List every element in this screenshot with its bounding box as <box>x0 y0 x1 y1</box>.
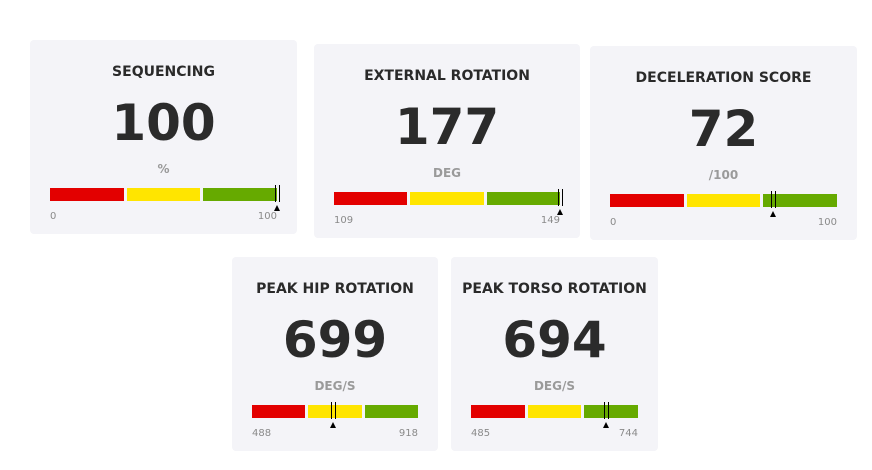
metric-value: 699 <box>282 311 388 369</box>
marker-pointer <box>770 211 777 217</box>
gauge-bar <box>610 191 838 217</box>
metric-unit: DEG/S <box>314 379 356 393</box>
gauge-max: 149 <box>540 215 560 226</box>
metric-unit: DEG/S <box>533 379 576 393</box>
card-title: SEQUENCING <box>112 64 215 80</box>
gauge-segment <box>584 405 639 418</box>
gauge-marker <box>557 189 563 215</box>
metric-card: PEAK TORSO ROTATION 694 DEG/S 485 744 <box>451 257 658 451</box>
gauge-segment <box>471 405 525 418</box>
gauge-min: 485 <box>471 428 491 439</box>
gauge-max: 100 <box>257 211 277 222</box>
metric-value: 177 <box>394 98 500 156</box>
card-title: DECELERATION SCORE <box>635 70 812 86</box>
gauge-max: 100 <box>817 217 837 228</box>
gauge-segment <box>252 405 306 418</box>
metric-card: PEAK HIP ROTATION 699 DEG/S 488 918 <box>232 257 438 451</box>
marker-pointer <box>274 205 280 211</box>
gauge-min: 488 <box>252 428 272 439</box>
marker-pointer <box>557 209 563 215</box>
metric-card: DECELERATION SCORE 72/100 0 100 <box>590 46 857 240</box>
gauge-min: 0 <box>50 211 57 222</box>
gauge-segment <box>50 188 124 201</box>
gauge-segment <box>308 405 362 418</box>
gauge-segment <box>686 194 761 207</box>
marker-pointer <box>330 422 337 428</box>
gauge-segment <box>126 188 201 201</box>
gauge-bar <box>334 189 563 215</box>
metric-unit: /100 <box>708 168 739 182</box>
gauge-segment <box>364 405 418 418</box>
card-title: EXTERNAL ROTATION <box>364 68 530 84</box>
gauge-max: 744 <box>618 428 638 439</box>
card-title: PEAK TORSO ROTATION <box>462 281 647 297</box>
gauge-bar <box>50 185 280 211</box>
gauge-marker <box>602 402 609 428</box>
gauge-min: 109 <box>334 215 354 226</box>
gauge-segment <box>486 192 560 205</box>
gauge-bar <box>252 402 418 428</box>
gauge-bar <box>471 402 639 428</box>
metric-value: 694 <box>502 311 607 369</box>
metric-unit: % <box>157 162 170 176</box>
gauge-max: 918 <box>398 428 418 439</box>
gauge-marker <box>274 185 280 211</box>
metric-unit: DEG <box>432 166 461 180</box>
gauge-marker <box>330 402 337 428</box>
metric-card: EXTERNAL ROTATION 177 DEG 109 149 <box>314 44 580 238</box>
gauge-min: 0 <box>610 217 617 228</box>
gauge-segment <box>334 192 408 205</box>
gauge-segment <box>203 188 278 201</box>
gauge-segment <box>610 194 684 207</box>
card-title: PEAK HIP ROTATION <box>256 281 414 297</box>
gauge-segment <box>527 405 582 418</box>
metric-value: 72 <box>688 100 759 158</box>
metric-value: 100 <box>111 94 216 152</box>
gauge-segment <box>410 192 484 205</box>
metric-card: SEQUENCING 100% 0 100 <box>30 40 297 234</box>
gauge-segment <box>763 194 838 207</box>
gauge-marker <box>770 191 777 217</box>
marker-pointer <box>602 422 609 428</box>
